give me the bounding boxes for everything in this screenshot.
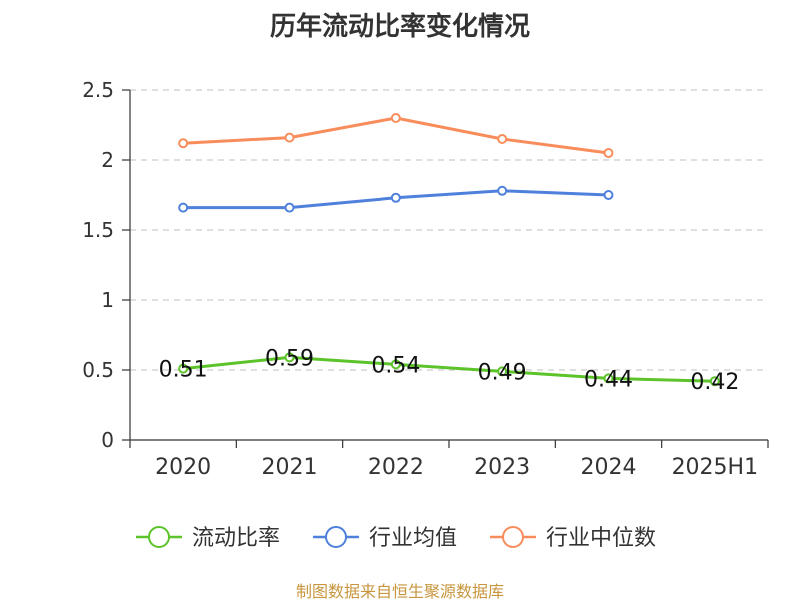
data-labels: 0.51 0.59 0.54 0.49 0.44 0.42 bbox=[159, 346, 740, 395]
data-point[interactable] bbox=[603, 190, 614, 200]
data-point[interactable] bbox=[390, 359, 401, 370]
x-tick-label: 2021 bbox=[262, 455, 318, 480]
data-label: 0.54 bbox=[371, 353, 420, 378]
x-tick-label: 2020 bbox=[155, 455, 211, 480]
x-tick-label: 2023 bbox=[474, 455, 530, 480]
data-point[interactable] bbox=[603, 373, 614, 384]
data-point[interactable] bbox=[497, 366, 508, 377]
data-point[interactable] bbox=[497, 185, 508, 196]
data-point[interactable] bbox=[390, 113, 401, 123]
data-label: 0.44 bbox=[584, 367, 633, 392]
series-group bbox=[178, 113, 720, 387]
y-tick-label: 0 bbox=[101, 428, 114, 452]
axes bbox=[122, 89, 769, 448]
y-tick-label: 2 bbox=[101, 148, 114, 172]
legend-marker bbox=[325, 526, 347, 548]
x-tick-label: 2022 bbox=[368, 455, 424, 480]
x-tick-label: 2024 bbox=[581, 455, 637, 480]
legend-marker bbox=[148, 526, 170, 548]
data-label: 0.42 bbox=[690, 370, 739, 395]
data-point[interactable] bbox=[603, 148, 614, 158]
data-point[interactable] bbox=[390, 192, 401, 203]
x-tick-label: 2025H1 bbox=[672, 455, 759, 480]
legend-label: 行业中位数 bbox=[546, 526, 656, 551]
y-tick-label: 2.5 bbox=[82, 78, 114, 102]
series-line bbox=[183, 355, 715, 383]
data-label: 0.51 bbox=[159, 358, 208, 383]
y-tick-label: 0.5 bbox=[82, 358, 114, 382]
legend-item[interactable]: 行业均值 bbox=[313, 526, 457, 551]
legend-item[interactable]: 行业中位数 bbox=[490, 526, 656, 551]
x-axis-ticks: 2020 2021 2022 2023 2024 2025H1 bbox=[155, 455, 758, 480]
legend-label: 流动比率 bbox=[192, 526, 280, 551]
data-point[interactable] bbox=[497, 134, 508, 144]
data-point[interactable] bbox=[178, 202, 189, 213]
data-point[interactable] bbox=[284, 132, 295, 143]
legend[interactable]: 流动比率 行业均值 行业中位数 bbox=[136, 526, 656, 551]
data-point[interactable] bbox=[178, 138, 189, 149]
data-label: 0.49 bbox=[478, 360, 527, 385]
series-line bbox=[183, 116, 609, 155]
chart-title: 历年流动比率变化情况 bbox=[269, 12, 530, 42]
legend-marker bbox=[502, 526, 524, 548]
y-tick-label: 1 bbox=[101, 288, 114, 312]
grid-lines bbox=[130, 89, 768, 371]
data-point[interactable] bbox=[709, 376, 720, 387]
y-axis-ticks: 0 0.5 1 1.5 2 2.5 bbox=[82, 78, 114, 452]
data-point[interactable] bbox=[284, 202, 295, 213]
data-point[interactable] bbox=[178, 363, 189, 374]
legend-label: 行业均值 bbox=[369, 526, 457, 551]
data-point[interactable] bbox=[284, 352, 295, 363]
data-label: 0.59 bbox=[265, 346, 314, 371]
y-tick-label: 1.5 bbox=[82, 218, 114, 242]
legend-item[interactable]: 流动比率 bbox=[136, 526, 280, 551]
data-source-note: 制图数据来自恒生聚源数据库 bbox=[295, 582, 504, 601]
